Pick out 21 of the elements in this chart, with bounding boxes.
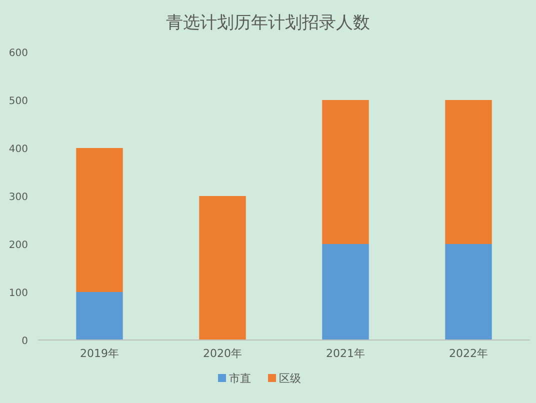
x-tick-label: 2021年 [326, 347, 365, 360]
bar [322, 100, 369, 244]
y-tick-label: 300 [8, 192, 28, 203]
legend-label: 市直 [229, 372, 251, 385]
chart-title: 青选计划历年计划招录人数 [166, 13, 370, 33]
bar [76, 148, 123, 292]
y-tick-label: 400 [8, 144, 28, 155]
bar [199, 196, 246, 340]
x-tick-label: 2022年 [449, 347, 488, 360]
y-tick-label: 200 [8, 240, 28, 251]
bar [445, 100, 492, 244]
bar [445, 244, 492, 340]
legend-label: 区级 [279, 372, 301, 385]
bar [322, 244, 369, 340]
y-tick-label: 100 [8, 288, 28, 299]
y-tick-label: 500 [8, 96, 28, 107]
y-tick-label: 600 [8, 48, 28, 59]
y-tick-label: 0 [22, 336, 28, 347]
bar [76, 292, 123, 340]
x-tick-label: 2020年 [203, 347, 242, 360]
x-tick-label: 2019年 [80, 347, 119, 360]
